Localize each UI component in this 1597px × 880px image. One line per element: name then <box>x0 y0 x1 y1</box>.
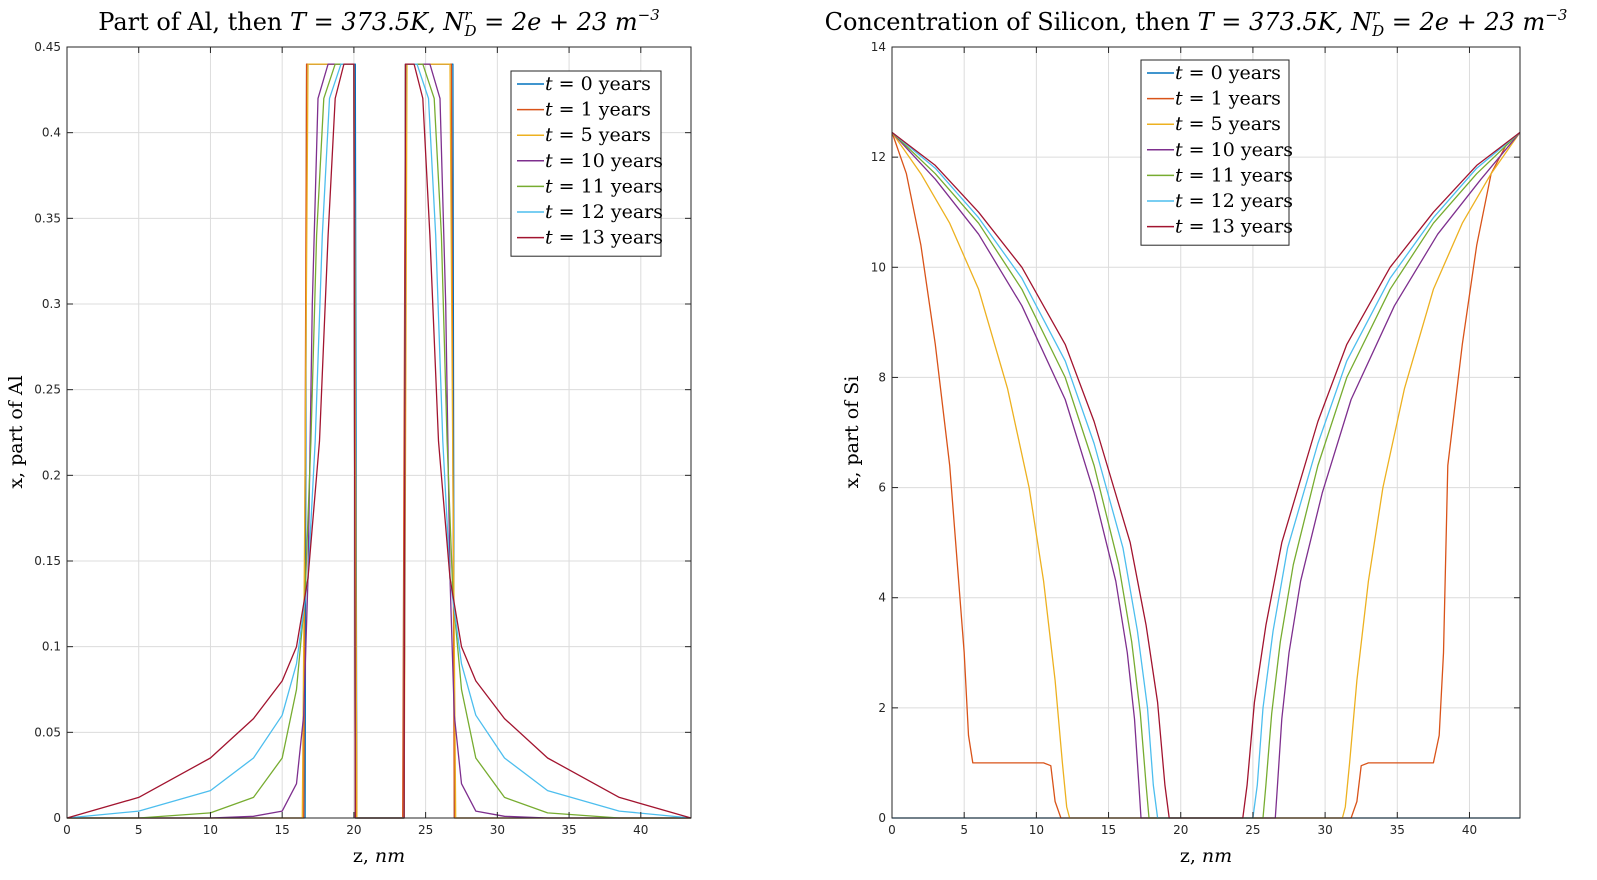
chart-al-xtick-label: 25 <box>418 823 433 837</box>
chart-al-ticks: 0 5 10 15 20 25 30 35 40 0 0.05 0.1 0.15 0.2 0.25 0.3 0.… <box>34 40 691 837</box>
chart-si-ytick-label: 8 <box>878 370 886 384</box>
chart-al-ytick-label: 0.4 <box>42 126 61 140</box>
chart-al-ytick-label: 0.2 <box>42 468 61 482</box>
chart-al-legend-label: t = 12 years <box>545 201 663 223</box>
chart-si-xtick-label: 10 <box>1029 823 1044 837</box>
chart-al-ytick-label: 0.35 <box>34 211 61 225</box>
chart-si-legend-label: t = 1 years <box>1175 88 1281 110</box>
chart-si-ylabel: x, part of Si <box>841 376 863 489</box>
chart-al-xtick-label: 20 <box>346 823 361 837</box>
chart-si-xtick-label: 20 <box>1173 823 1188 837</box>
chart-al-ytick-label: 0.05 <box>34 725 61 739</box>
chart-si-xtick-label: 0 <box>888 823 896 837</box>
chart-al-ytick-label: 0.25 <box>34 383 61 397</box>
chart-al-xtick-label: 35 <box>561 823 576 837</box>
chart-al-legend-label: t = 11 years <box>545 175 663 197</box>
chart-al-xlabel: z, nm <box>353 845 405 867</box>
chart-si-xtick-label: 15 <box>1101 823 1116 837</box>
chart-al-ytick-label: 0.3 <box>42 297 61 311</box>
chart-si-xtick-label: 5 <box>960 823 968 837</box>
chart-si-legend-label: t = 10 years <box>1175 139 1293 161</box>
chart-si-ticks: 0 5 10 15 20 25 30 35 40 0 2 4 6 8 10 12 14 <box>871 40 1520 837</box>
chart-si-ytick-label: 14 <box>871 40 886 54</box>
chart-al-legend-label: t = 0 years <box>545 73 651 95</box>
chart-al-legend-label: t = 10 years <box>545 150 663 172</box>
chart-si-ytick-label: 2 <box>878 701 886 715</box>
chart-al-ytick-label: 0.15 <box>34 554 61 568</box>
chart-si-legend-label: t = 5 years <box>1175 113 1281 135</box>
chart-si-legend-label: t = 12 years <box>1175 190 1293 212</box>
chart-si-ytick-label: 4 <box>878 591 886 605</box>
chart-al-ylabel: x, part of Al <box>5 375 27 488</box>
chart-al-ytick-label: 0.1 <box>42 640 61 654</box>
chart-al-ytick-label: 0 <box>53 811 61 825</box>
chart-al-xtick-label: 15 <box>275 823 290 837</box>
chart-si-xtick-label: 30 <box>1317 823 1332 837</box>
chart-si-legend-label: t = 11 years <box>1175 164 1293 186</box>
chart-al-xtick-label: 0 <box>63 823 71 837</box>
chart-al-grid <box>66 46 691 819</box>
chart-si-xtick-label: 35 <box>1390 823 1405 837</box>
chart-al: Part of Al, then T = 373.5K, Nr D = 2e + … <box>5 6 692 867</box>
chart-si-title: Concentration of Silicon, then T = 373.5… <box>825 6 1568 40</box>
chart-si-xtick-label: 25 <box>1245 823 1260 837</box>
chart-si-xtick-label: 40 <box>1462 823 1477 837</box>
chart-si-ytick-label: 6 <box>878 481 886 495</box>
chart-al-legend-label: t = 1 years <box>545 99 651 121</box>
chart-al-xtick-label: 40 <box>633 823 648 837</box>
chart-si-legend-box <box>1140 59 1290 246</box>
chart-si-xlabel: z, nm <box>1180 845 1232 867</box>
chart-si-ytick-label: 10 <box>871 260 886 274</box>
chart-al-legend-label: t = 5 years <box>545 124 651 146</box>
chart-al-xtick-label: 10 <box>203 823 218 837</box>
chart-si-legend: t = 0 years t = 1 years t = 5 years t = 10 … <box>1140 59 1293 246</box>
chart-al-legend: t = 0 years t = 1 years t = 5 years t = 10 … <box>510 70 663 257</box>
chart-si-ytick-label: 0 <box>878 811 886 825</box>
chart-al-axes-frame <box>66 46 692 819</box>
chart-al-ytick-label: 0.45 <box>34 40 61 54</box>
chart-si-axes-frame <box>891 46 1521 819</box>
chart-si-legend-label: t = 13 years <box>1175 216 1293 238</box>
chart-al-legend-label: t = 13 years <box>545 227 663 249</box>
chart-si-ytick-label: 12 <box>871 150 886 164</box>
chart-si: Concentration of Silicon, then T = 373.5… <box>825 6 1568 867</box>
chart-si-legend-label: t = 0 years <box>1175 62 1281 84</box>
chart-al-legend-box <box>510 70 662 257</box>
chart-al-xtick-label: 5 <box>135 823 143 837</box>
chart-al-title: Part of Al, then T = 373.5K, Nr D = 2e + … <box>98 6 660 40</box>
chart-al-xtick-label: 30 <box>490 823 505 837</box>
